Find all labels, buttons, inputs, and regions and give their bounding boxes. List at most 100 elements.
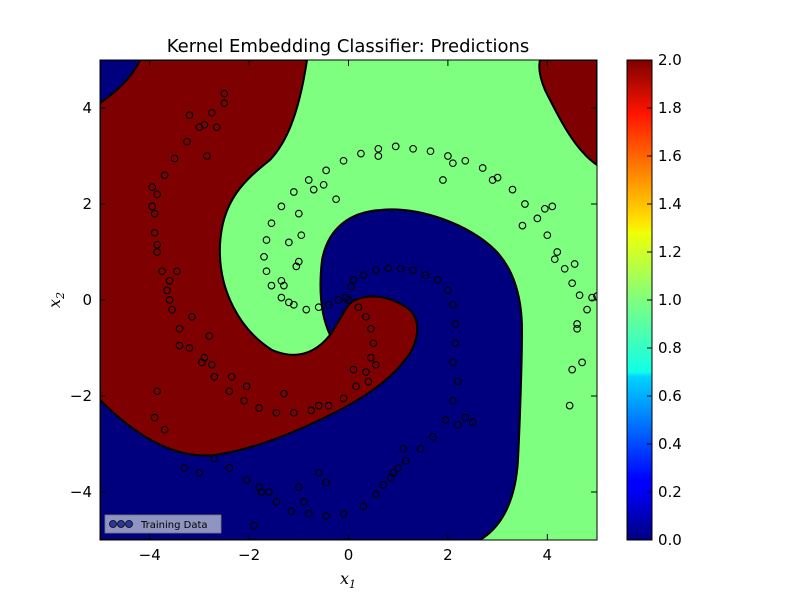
region-class-2-top-right xyxy=(538,60,597,167)
training-point xyxy=(150,209,159,218)
training-point xyxy=(272,408,281,417)
training-point xyxy=(322,478,330,487)
training-point xyxy=(352,382,360,391)
x-tick-label: 0 xyxy=(344,546,354,564)
training-point xyxy=(386,473,395,482)
training-point xyxy=(148,202,157,211)
region-class-0-center xyxy=(100,208,524,540)
training-point xyxy=(409,144,417,153)
training-point xyxy=(299,497,308,506)
training-point xyxy=(444,286,452,295)
training-point xyxy=(319,180,328,189)
training-point xyxy=(550,255,559,264)
training-point xyxy=(344,296,353,304)
training-point xyxy=(394,464,403,472)
training-point xyxy=(242,476,251,484)
training-point xyxy=(285,298,293,307)
training-point xyxy=(153,387,162,396)
x-tick-label: 4 xyxy=(543,546,553,564)
training-point xyxy=(399,444,408,453)
training-point xyxy=(349,275,358,284)
training-point xyxy=(347,282,355,291)
training-point xyxy=(272,497,281,506)
training-point xyxy=(401,456,410,465)
training-point xyxy=(180,464,189,472)
training-point xyxy=(533,214,542,223)
colorbar-tick-label: 1.8 xyxy=(658,99,682,117)
training-point xyxy=(163,286,171,295)
training-point xyxy=(262,267,271,276)
legend-label: Training Data xyxy=(140,520,208,531)
training-point xyxy=(374,152,383,160)
training-point xyxy=(175,341,184,350)
training-point xyxy=(267,281,276,290)
training-point xyxy=(449,396,457,405)
training-point xyxy=(188,312,196,321)
training-point xyxy=(371,360,380,369)
training-point xyxy=(165,276,174,285)
training-point xyxy=(255,483,263,492)
training-point xyxy=(359,271,368,279)
training-point xyxy=(488,176,497,184)
training-point xyxy=(518,221,527,230)
training-points xyxy=(148,89,597,530)
training-point xyxy=(409,266,417,275)
colorbar-tick-label: 1.0 xyxy=(658,291,682,309)
training-point xyxy=(578,358,586,367)
training-point xyxy=(227,372,236,381)
training-point xyxy=(349,365,358,374)
training-point xyxy=(339,394,348,403)
training-point xyxy=(150,413,159,422)
legend-marker xyxy=(117,520,125,528)
training-point xyxy=(160,425,169,434)
training-point xyxy=(302,305,311,314)
training-point xyxy=(207,360,216,369)
training-point xyxy=(240,396,248,405)
colorbar-tick-label: 0.6 xyxy=(658,387,682,405)
training-point xyxy=(548,202,557,211)
training-point xyxy=(267,219,276,228)
training-point xyxy=(314,401,323,410)
training-point xyxy=(573,320,581,328)
training-point xyxy=(183,137,191,146)
training-point xyxy=(449,300,457,309)
training-point xyxy=(265,488,273,496)
legend-marker xyxy=(109,520,117,528)
training-point xyxy=(342,293,350,302)
colorbar-tick-label: 0.0 xyxy=(658,531,682,549)
colorbar-tick-label: 0.4 xyxy=(658,435,682,453)
chart-title: Kernel Embedding Classifier: Predictions xyxy=(167,36,530,57)
training-point xyxy=(441,416,450,424)
training-point xyxy=(444,152,452,160)
training-point xyxy=(309,185,318,194)
training-point xyxy=(294,483,303,492)
training-point xyxy=(153,240,162,249)
training-point xyxy=(354,303,363,312)
training-point xyxy=(185,111,194,120)
training-point xyxy=(175,324,184,333)
training-point xyxy=(468,418,477,427)
training-point xyxy=(371,490,380,499)
training-point xyxy=(508,185,517,194)
training-point xyxy=(203,152,211,160)
training-point xyxy=(277,202,286,211)
training-point xyxy=(565,401,574,410)
colorbar-tick-label: 0.2 xyxy=(658,483,682,501)
training-point xyxy=(568,365,577,374)
training-point xyxy=(195,468,204,477)
training-point xyxy=(449,358,457,367)
colorbar: 0.0 0.2 0.4 0.6 0.8 1.0 1.2 1.4 1.6 1.8 2.0 xyxy=(626,51,682,549)
y-tick-label: 4 xyxy=(82,99,92,117)
plot-area xyxy=(100,60,597,540)
training-point xyxy=(573,324,581,333)
training-point xyxy=(426,147,435,156)
training-point xyxy=(362,368,370,376)
colorbar-tick-label: 1.6 xyxy=(658,147,682,165)
training-point xyxy=(421,271,430,279)
training-point xyxy=(210,372,219,381)
training-point xyxy=(210,454,219,463)
training-point xyxy=(200,353,209,362)
training-point xyxy=(461,156,470,165)
training-point xyxy=(242,382,251,391)
